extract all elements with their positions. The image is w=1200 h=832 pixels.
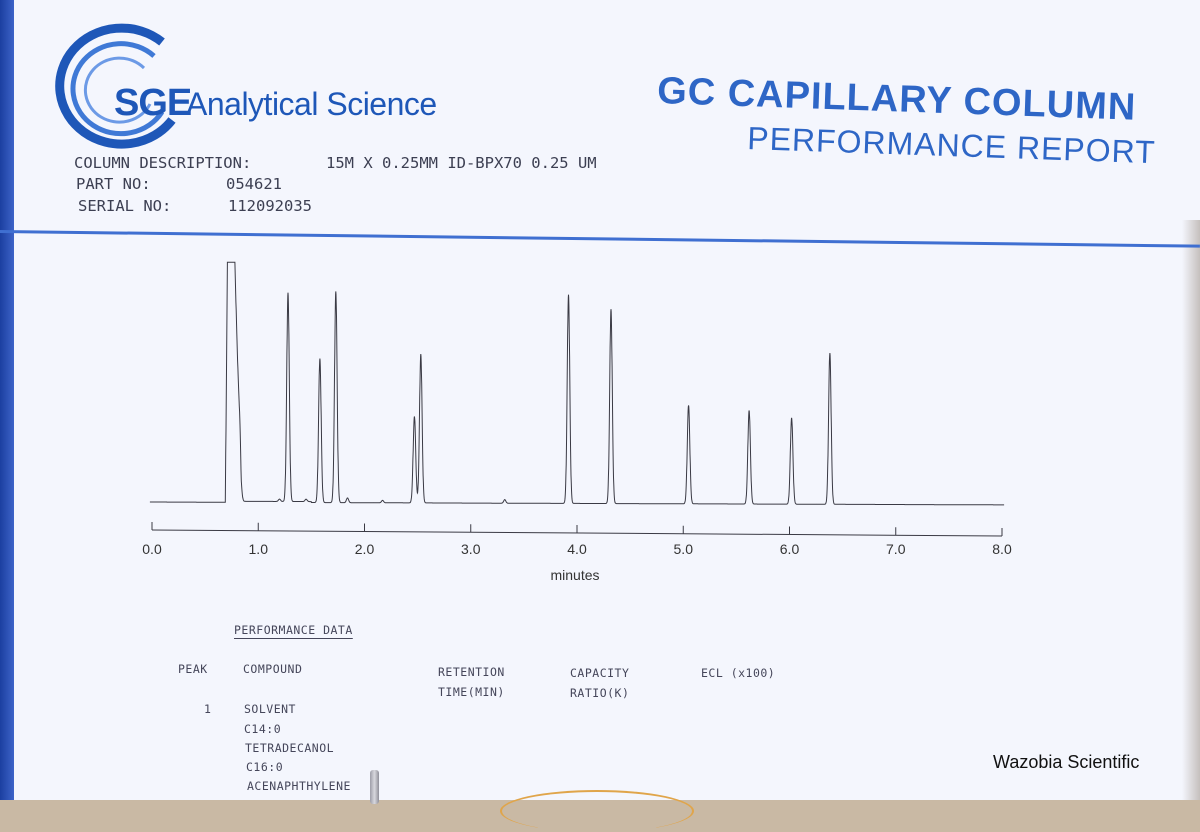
x-axis-label: minutes: [550, 567, 599, 583]
col-header-capacity-1: CAPACITY: [570, 666, 630, 680]
part-number-label: PART NO:: [76, 175, 151, 193]
blue-backdrop-edge: [0, 0, 14, 800]
col-header-ecl: ECL (x100): [701, 666, 776, 680]
x-tick-label: 3.0: [461, 541, 481, 557]
logo-text: Analytical Science: [186, 86, 437, 122]
column-description-value: 15M X 0.25MM ID-BPX70 0.25 UM: [326, 154, 597, 172]
pen-object: [370, 770, 379, 804]
logo-abbrev: SGE: [114, 82, 192, 124]
x-tick-label: 6.0: [780, 541, 800, 557]
watermark-text: Wazobia Scientific: [993, 752, 1140, 772]
row-1-compound: SOLVENT: [244, 702, 296, 716]
x-tick-label: 1.0: [249, 541, 269, 557]
coiled-column-edge: [500, 790, 694, 832]
col-header-capacity-2: RATIO(K): [570, 686, 630, 700]
row-4-compound: C16:0: [246, 760, 284, 774]
row-3-compound: TETRADECANOL: [245, 741, 335, 755]
part-number-value: 054621: [226, 175, 282, 193]
col-header-retention-2: TIME(MIN): [438, 685, 505, 699]
performance-data-title: PERFORMANCE DATA: [234, 623, 353, 637]
chromatogram-trace: [149, 261, 1005, 506]
col-header-peak: PEAK: [178, 662, 208, 676]
serial-number-label: SERIAL NO:: [78, 197, 172, 215]
row-1-peak: 1: [204, 702, 212, 716]
col-header-compound: COMPOUND: [243, 662, 303, 676]
x-tick-label: 4.0: [567, 541, 587, 557]
serial-number-value: 112092035: [228, 197, 312, 215]
logo-swirl-icon: [55, 23, 176, 149]
column-description-label: COLUMN DESCRIPTION:: [74, 154, 252, 172]
x-tick-label: 8.0: [992, 541, 1012, 557]
x-axis-ticks: 0.0 1.0 2.0 3.0 4.0 5.0 6.0 7.0 8.0: [142, 522, 1012, 557]
x-tick-label: 0.0: [142, 541, 162, 557]
x-tick-label: 2.0: [355, 541, 375, 557]
x-tick-label: 5.0: [674, 541, 694, 557]
chromatogram-chart: 0.0 1.0 2.0 3.0 4.0 5.0 6.0 7.0 8.0 minutes: [142, 261, 1012, 583]
x-tick-label: 7.0: [886, 541, 906, 557]
paper-shadow: [1182, 220, 1200, 800]
report-paper: [0, 0, 1200, 800]
col-header-retention-1: RETENTION: [438, 665, 505, 679]
row-5-compound: ACENAPHTHYLENE: [247, 779, 351, 793]
sge-logo: SGE Analytical Science: [44, 22, 464, 152]
row-2-compound: C14:0: [244, 722, 282, 736]
